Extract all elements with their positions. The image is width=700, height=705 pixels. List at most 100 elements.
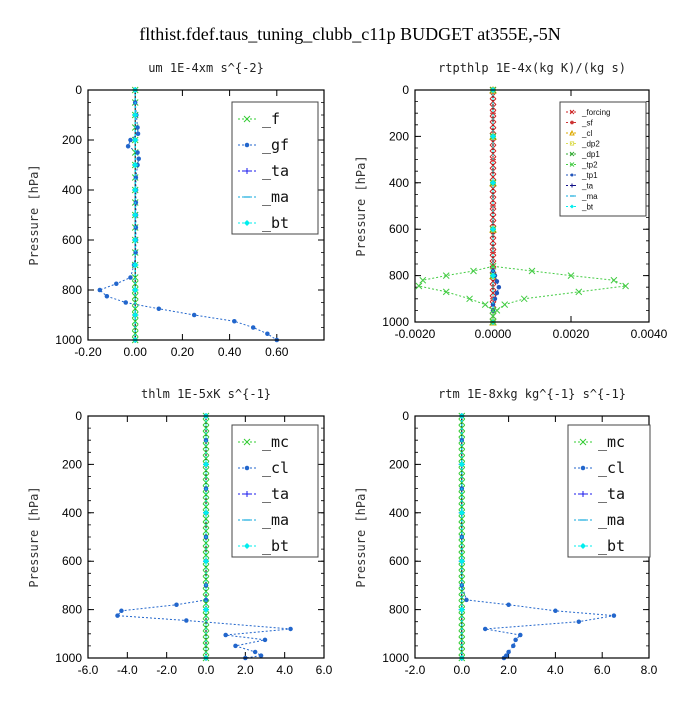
marker-x xyxy=(458,539,466,547)
marker-diamond xyxy=(203,461,209,468)
marker-x xyxy=(569,109,575,115)
legend-item: _ma xyxy=(238,188,289,206)
marker-dot xyxy=(288,626,293,632)
marker-x xyxy=(489,289,497,297)
marker-dot xyxy=(133,250,138,255)
legend-item: _dp2 xyxy=(566,140,600,149)
marker-x xyxy=(131,274,139,281)
marker-x xyxy=(202,454,210,462)
marker-x xyxy=(131,292,139,300)
marker-x xyxy=(458,551,466,559)
y-tick-label: 800 xyxy=(62,603,82,617)
marker-x xyxy=(131,330,139,338)
marker-x xyxy=(442,272,450,279)
marker-diamond xyxy=(132,262,139,268)
marker-x xyxy=(202,612,210,620)
legend-item: _mc xyxy=(238,433,289,451)
legend-label: _sf xyxy=(581,119,593,128)
x-tick-label: 0.20 xyxy=(171,345,195,359)
legend-label: _ta xyxy=(581,182,594,191)
marker-diamond xyxy=(458,558,465,565)
x-tick-label: 0.0040 xyxy=(631,327,668,341)
y-tick-label: 1000 xyxy=(55,333,82,347)
marker-diamond xyxy=(203,558,209,565)
chart-title: um 1E-4xm s^{-2} xyxy=(148,61,264,75)
legend-item: _cl xyxy=(574,459,625,477)
legend-item: _f xyxy=(238,110,280,128)
x-tick-label: 0.0 xyxy=(453,663,470,677)
marker-x xyxy=(489,196,497,204)
marker-x xyxy=(458,430,466,438)
y-tick-label: 200 xyxy=(389,129,409,143)
y-axis-label: Pressure [hPa] xyxy=(27,164,41,265)
legend-item: _ta xyxy=(574,485,625,503)
x-tick-label: 8.0 xyxy=(641,663,658,677)
y-tick-label: 0 xyxy=(402,409,409,423)
marker-diamond xyxy=(490,272,496,279)
marker-dot xyxy=(570,173,574,177)
y-tick-label: 600 xyxy=(62,554,82,568)
y-tick-label: 0 xyxy=(75,83,82,97)
marker-x xyxy=(458,648,466,656)
marker-plus xyxy=(244,168,250,174)
chart-panel-1: um 1E-4xm s^{-2} Pressure [hPa] 0 200 400 600… xyxy=(27,61,325,359)
y-axis-label: Pressure [hPa] xyxy=(354,486,368,587)
marker-x xyxy=(442,288,450,296)
legend-label: _bt xyxy=(262,214,289,232)
x-tick-label: 4.0 xyxy=(276,663,293,677)
marker-dot xyxy=(97,287,103,293)
marker-dot xyxy=(232,319,237,324)
legend-label: _ta xyxy=(262,162,289,180)
y-tick-label: 200 xyxy=(62,133,82,147)
marker-x xyxy=(131,305,139,313)
series-line xyxy=(98,90,278,341)
marker-star xyxy=(570,120,574,125)
marker-diamond xyxy=(132,312,139,318)
marker-x xyxy=(610,276,618,284)
marker-x xyxy=(489,312,497,320)
legend: _f _gf _ta _ma _bt xyxy=(231,101,319,235)
marker-dot xyxy=(506,602,511,608)
marker-dot xyxy=(233,643,238,649)
series-unnamed xyxy=(415,262,497,326)
marker-x xyxy=(202,515,210,523)
marker-dot xyxy=(506,649,511,655)
marker-x xyxy=(243,115,251,123)
marker-x xyxy=(202,527,210,535)
x-tick-label: 0.60 xyxy=(265,345,289,359)
marker-dot xyxy=(252,649,258,655)
marker-plus xyxy=(580,491,586,497)
y-tick-label: 200 xyxy=(389,457,409,471)
x-tick-label: -2.0 xyxy=(405,663,426,677)
marker-x xyxy=(458,527,466,535)
marker-x xyxy=(489,262,497,270)
legend-item: _ta xyxy=(238,485,289,503)
marker-x xyxy=(458,491,466,499)
marker-x xyxy=(415,282,423,290)
legend-label: _dp1 xyxy=(581,150,600,159)
marker-dot xyxy=(128,275,133,280)
marker-x xyxy=(458,467,466,474)
marker-star xyxy=(490,110,496,117)
y-tick-label: 1000 xyxy=(382,315,409,329)
marker-x xyxy=(458,600,466,607)
marker-dot xyxy=(119,608,124,614)
legend-label: _ta xyxy=(262,485,289,503)
x-tick-label: 6.0 xyxy=(594,663,611,677)
legend-item: _mc xyxy=(574,433,625,451)
chart-title: rtpthlp 1E-4x(kg K)/(kg s) xyxy=(438,61,626,75)
marker-dot xyxy=(123,300,129,305)
marker-x xyxy=(458,612,466,620)
legend-item: _cl xyxy=(238,459,289,477)
marker-x xyxy=(202,430,210,438)
marker-x xyxy=(489,173,497,181)
legend-item: _ma xyxy=(574,511,625,529)
marker-x xyxy=(458,588,466,595)
y-tick-label: 0 xyxy=(75,409,82,423)
legend-item: _ta xyxy=(566,182,594,191)
marker-x xyxy=(501,301,509,308)
x-tick-label: -6.0 xyxy=(78,663,99,677)
marker-x xyxy=(458,503,466,511)
series-tp2 xyxy=(489,262,629,320)
marker-x xyxy=(202,600,210,607)
